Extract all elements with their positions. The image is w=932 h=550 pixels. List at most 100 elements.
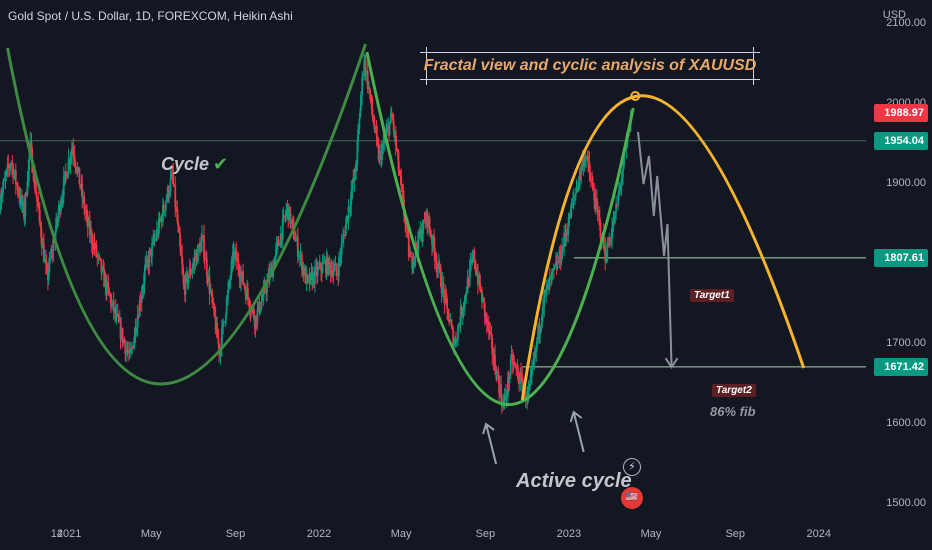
candle-body bbox=[91, 243, 94, 249]
candle-body bbox=[422, 219, 425, 234]
candle-body bbox=[0, 196, 3, 202]
candle-body bbox=[429, 226, 431, 235]
candle-body bbox=[253, 309, 255, 319]
candle-body bbox=[477, 274, 479, 285]
candle-body bbox=[545, 288, 548, 292]
candle-body bbox=[14, 170, 17, 185]
candle-body bbox=[338, 257, 340, 276]
candle-body bbox=[233, 250, 236, 259]
x-tick-label: May bbox=[140, 528, 162, 540]
candle-body bbox=[96, 255, 99, 257]
candle-body bbox=[225, 313, 227, 322]
candle-body bbox=[468, 267, 471, 287]
candle-body bbox=[100, 260, 103, 273]
symbol-title[interactable]: Gold Spot / U.S. Dollar, 1D, FOREXCOM, H… bbox=[8, 9, 293, 23]
candle-body bbox=[23, 215, 26, 218]
candle-body bbox=[608, 240, 611, 246]
candle-body bbox=[6, 164, 9, 171]
candle-body bbox=[511, 354, 514, 365]
candle-body bbox=[328, 258, 331, 265]
candle-body bbox=[177, 225, 180, 233]
candle-body bbox=[436, 267, 439, 270]
projection-path bbox=[637, 131, 673, 368]
candle-body bbox=[206, 275, 209, 283]
x-tick-label: 2022 bbox=[306, 528, 332, 540]
flag-icon[interactable]: 🇺🇸 bbox=[621, 487, 643, 509]
candle-body bbox=[275, 249, 277, 258]
candle-body bbox=[529, 375, 532, 384]
candle-body bbox=[77, 167, 80, 169]
candle-body bbox=[72, 147, 75, 156]
candle-body bbox=[531, 365, 534, 370]
candle-body bbox=[66, 172, 69, 179]
candle-body bbox=[203, 235, 205, 258]
candle-body bbox=[102, 266, 105, 270]
candle-body bbox=[224, 321, 227, 323]
lightning-icon[interactable]: ⚡ bbox=[623, 458, 641, 476]
candle-body bbox=[464, 295, 467, 297]
candle-body bbox=[352, 180, 355, 182]
analysis-title-box: Fractal view and cyclic analysis of XAUU… bbox=[420, 47, 760, 85]
candle-body bbox=[577, 181, 580, 190]
candle-body bbox=[342, 236, 344, 243]
candle-body bbox=[90, 231, 93, 244]
candle-body bbox=[18, 193, 21, 197]
candle-body bbox=[243, 284, 246, 287]
candle-body bbox=[344, 223, 347, 236]
candle-body bbox=[49, 257, 52, 259]
price-tag: 1807.61 bbox=[874, 248, 928, 267]
candle-body bbox=[297, 256, 300, 258]
candle-body bbox=[398, 169, 401, 175]
candle-body bbox=[62, 196, 64, 199]
candle-body bbox=[606, 242, 609, 261]
candle-body bbox=[514, 363, 517, 366]
candle-body bbox=[479, 275, 481, 289]
candle-body bbox=[24, 193, 27, 216]
candle-body bbox=[421, 233, 424, 241]
candle-body bbox=[256, 309, 259, 323]
y-tick-label: 1500.00 bbox=[886, 497, 926, 509]
candle-body bbox=[262, 287, 265, 298]
candle-body bbox=[98, 255, 101, 258]
candle-body bbox=[261, 297, 264, 301]
candle-body bbox=[528, 383, 531, 391]
candle-body bbox=[189, 268, 192, 275]
candle-body bbox=[35, 191, 38, 197]
candle-body bbox=[543, 291, 546, 307]
candle-body bbox=[101, 266, 103, 273]
candle-body bbox=[309, 272, 312, 284]
candle-body bbox=[177, 221, 179, 226]
candle-body bbox=[131, 346, 134, 349]
candle-body bbox=[115, 313, 118, 317]
candle-body bbox=[615, 204, 618, 212]
candle-body bbox=[445, 293, 448, 299]
candle-body bbox=[447, 308, 450, 321]
candle-body bbox=[136, 327, 138, 334]
candle-body bbox=[179, 245, 182, 256]
candle-body bbox=[76, 168, 79, 172]
candle-body bbox=[412, 257, 415, 266]
candle-body bbox=[450, 321, 453, 325]
candle-body bbox=[2, 180, 5, 189]
candle-body bbox=[442, 282, 445, 291]
candle-body bbox=[289, 206, 292, 225]
candle-body bbox=[181, 264, 184, 275]
candle-body bbox=[314, 267, 316, 284]
candle-body bbox=[486, 321, 489, 324]
candle-body bbox=[238, 270, 241, 278]
candle-body bbox=[433, 235, 435, 248]
candle-body bbox=[372, 116, 375, 125]
candle-body bbox=[474, 267, 477, 275]
candle-body bbox=[169, 178, 172, 192]
candle-body bbox=[473, 251, 476, 264]
candle-body bbox=[199, 245, 201, 253]
candle-body bbox=[489, 331, 492, 334]
active-cycle-label: Active cycle bbox=[516, 470, 632, 492]
candle-body bbox=[594, 198, 597, 210]
candle-body bbox=[95, 244, 98, 256]
candle-body bbox=[558, 250, 561, 263]
candle-body bbox=[364, 59, 367, 76]
candle-body bbox=[16, 185, 19, 194]
candle-body bbox=[345, 215, 348, 224]
